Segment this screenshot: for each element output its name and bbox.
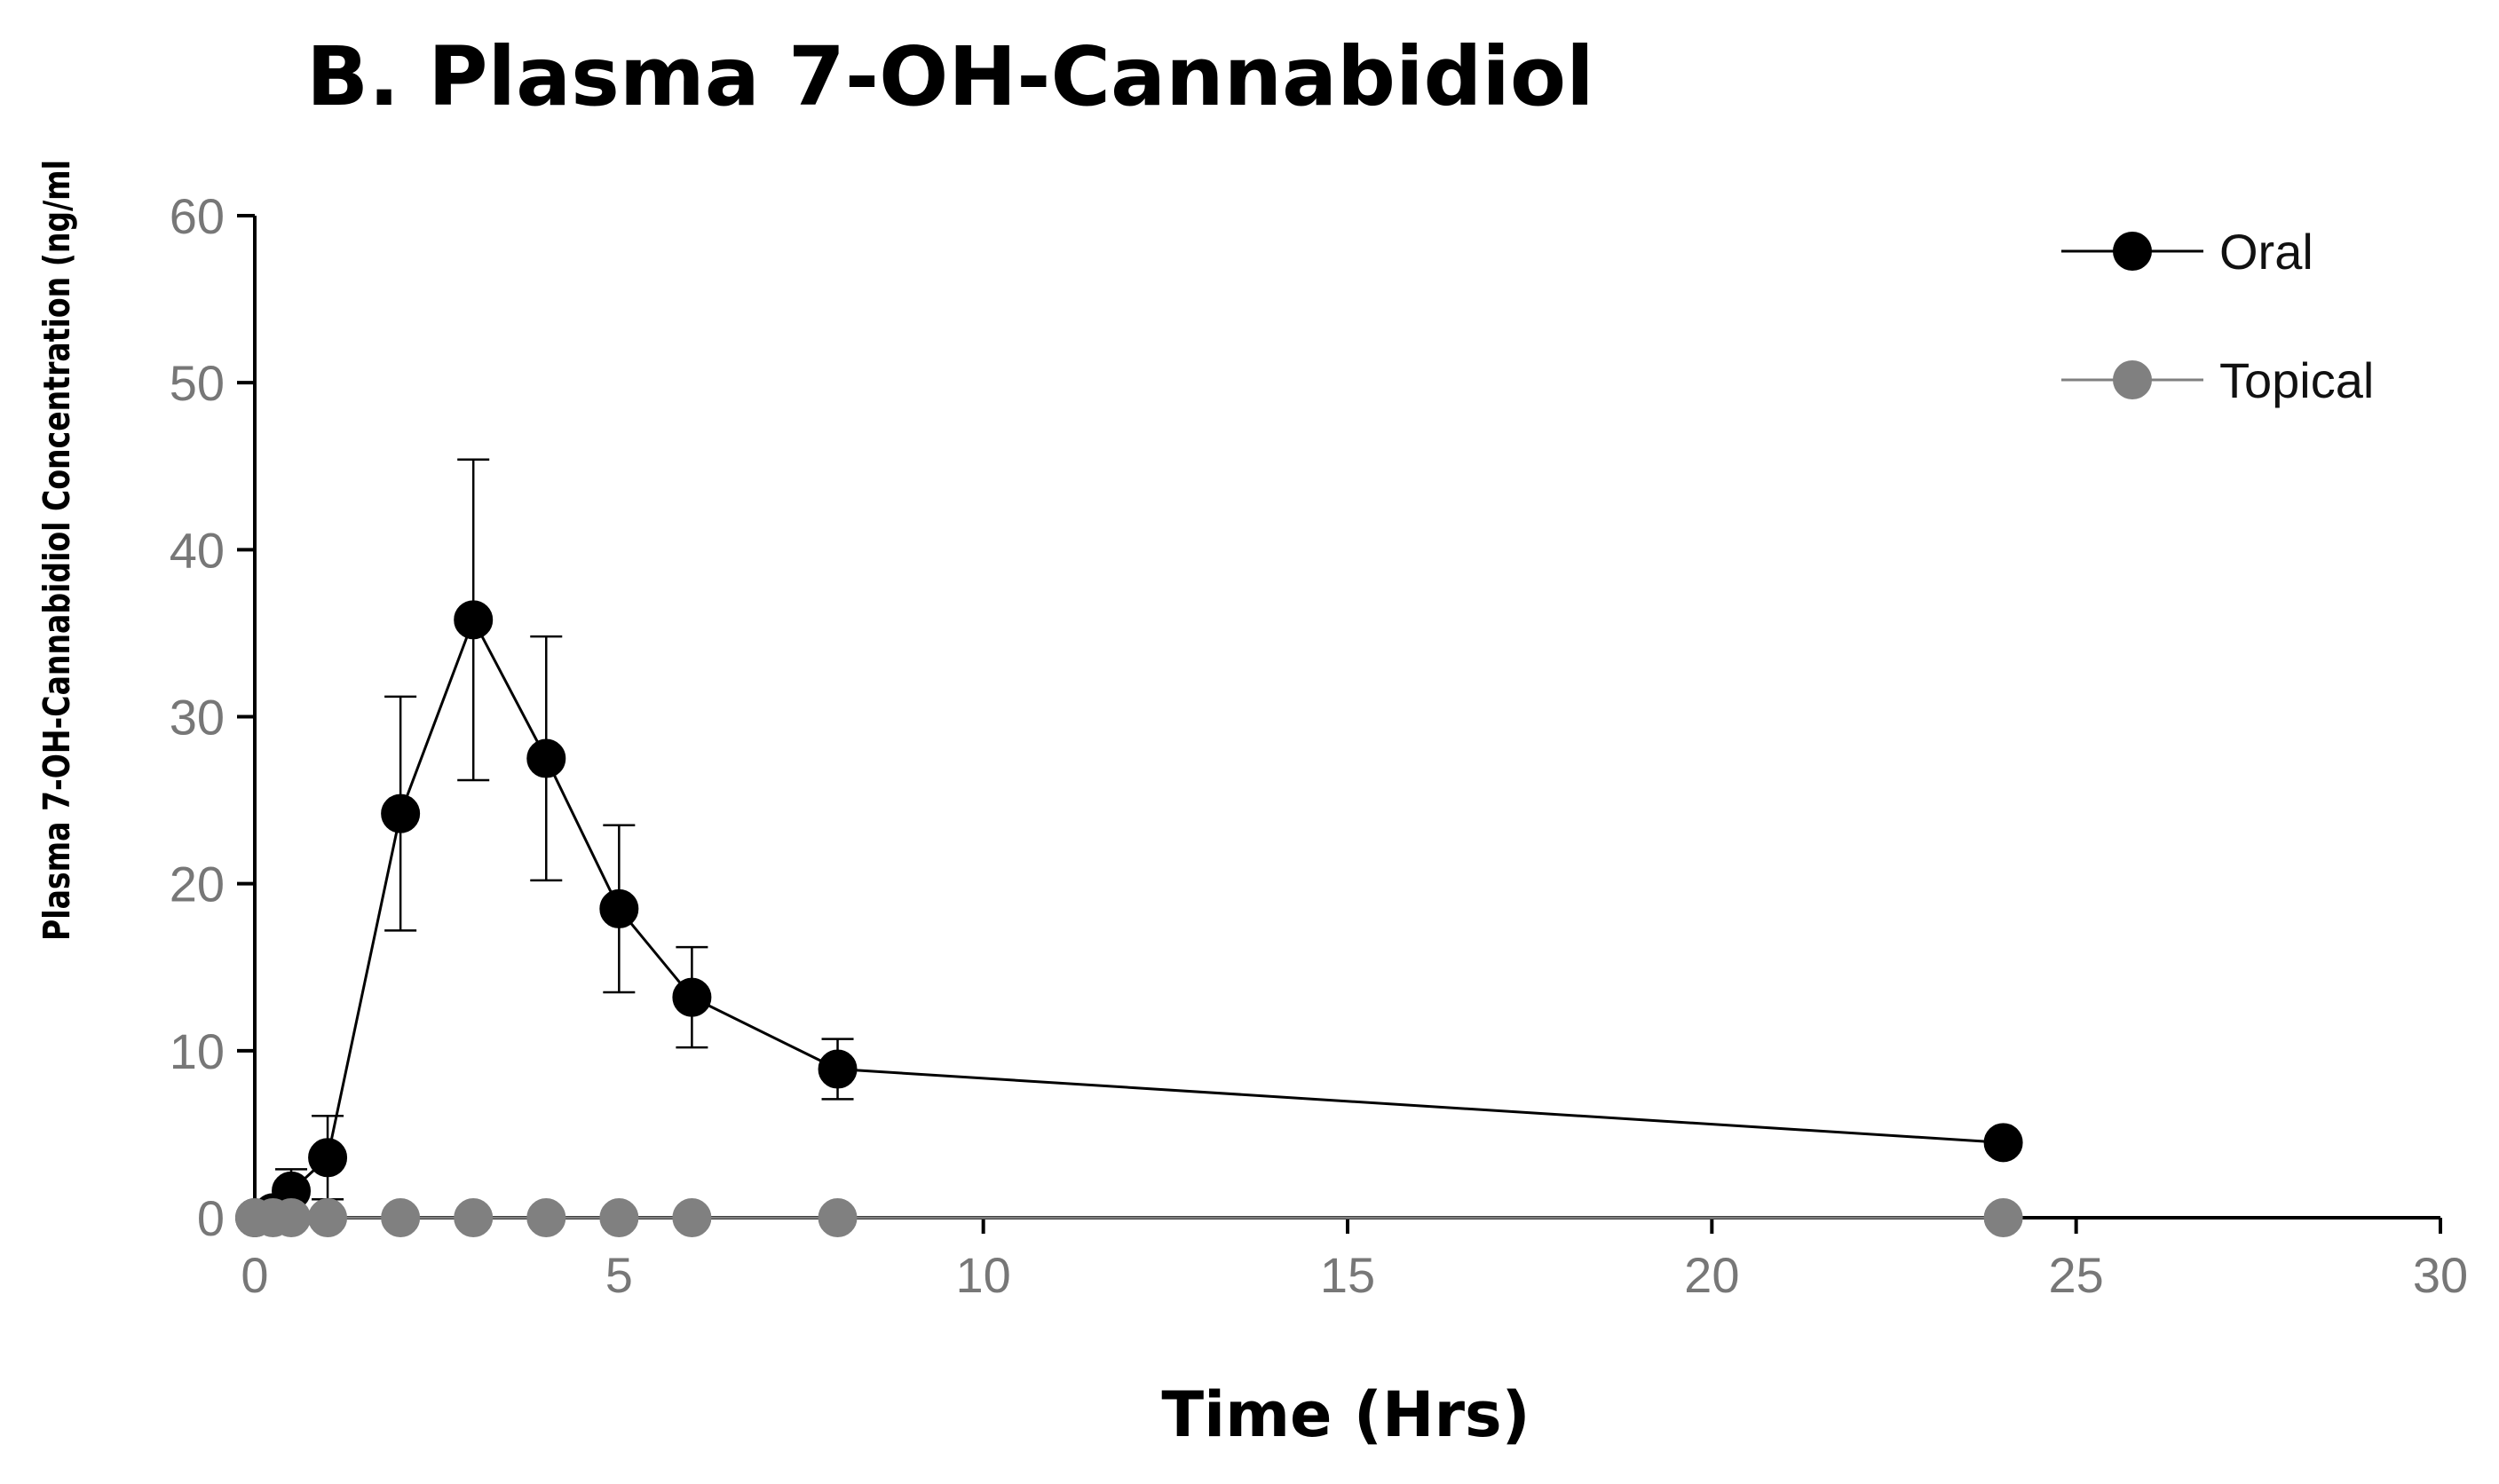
y-tick-label: 40 [170, 522, 225, 578]
series-topical [235, 1198, 2023, 1237]
topical-point [526, 1198, 566, 1237]
oral-point [672, 977, 712, 1017]
y-axis-label: Plasma 7-OH-Cannabidiol Concentration (n… [36, 160, 78, 941]
legend: Oral Topical [2061, 224, 2374, 408]
oral-error-bars [257, 458, 2020, 1220]
legend-marker-topical [2113, 360, 2152, 399]
oral-point [381, 793, 421, 833]
topical-point [454, 1198, 494, 1237]
y-tick-label: 50 [170, 355, 225, 411]
y-ticks: 0 10 20 30 40 50 60 [170, 188, 255, 1246]
legend-item-oral: Oral [2061, 224, 2313, 280]
series-layer [235, 458, 2023, 1237]
oral-line [254, 616, 2004, 1220]
oral-point [818, 1049, 858, 1089]
x-tick-label: 30 [2413, 1247, 2468, 1303]
series-oral [235, 458, 2023, 1237]
topical-point [272, 1198, 312, 1237]
x-tick-label: 5 [605, 1247, 633, 1303]
topical-point [599, 1198, 639, 1237]
axes [237, 216, 2440, 1220]
legend-label-oral: Oral [2219, 224, 2313, 280]
oral-point [454, 600, 494, 640]
oral-point [1983, 1123, 2023, 1163]
y-tick-label: 0 [197, 1190, 225, 1246]
y-tick-label: 60 [170, 188, 225, 244]
topical-point [672, 1198, 712, 1237]
oral-point [526, 738, 566, 778]
x-tick-label: 15 [1320, 1247, 1375, 1303]
legend-marker-oral [2113, 232, 2152, 271]
y-tick-label: 30 [170, 690, 225, 746]
legend-item-topical: Topical [2061, 352, 2374, 408]
y-tick-label: 10 [170, 1023, 225, 1079]
oral-point [599, 888, 639, 928]
x-tick-label: 0 [241, 1247, 268, 1303]
oral-point [308, 1138, 348, 1178]
topical-point [1983, 1198, 2023, 1237]
legend-label-topical: Topical [2219, 352, 2374, 408]
topical-point [818, 1198, 858, 1237]
x-ticks: 0 5 10 15 20 25 30 [241, 1218, 2468, 1303]
x-tick-label: 10 [956, 1247, 1011, 1303]
x-axis-label: Time (Hrs) [1161, 1378, 1530, 1451]
x-tick-label: 25 [2049, 1247, 2104, 1303]
topical-point [308, 1198, 348, 1237]
chart-title: B. Plasma 7-OH-Cannabidiol [306, 29, 1594, 124]
topical-markers [235, 1198, 2023, 1237]
topical-point [381, 1198, 421, 1237]
x-tick-label: 20 [1684, 1247, 1739, 1303]
oral-markers [235, 600, 2023, 1237]
y-tick-label: 20 [170, 856, 225, 912]
